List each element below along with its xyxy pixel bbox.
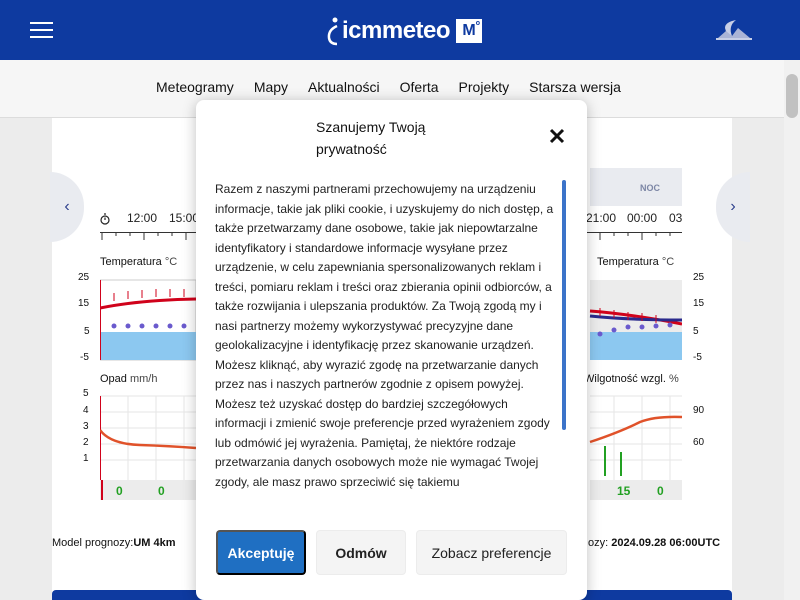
time-label: 12:00 (127, 211, 158, 225)
precip-sum: 0 (116, 484, 123, 498)
page-scrollbar-thumb[interactable] (786, 74, 798, 118)
temp-tick: 5 (693, 326, 699, 337)
precip-sum: 15 (617, 484, 631, 498)
chevron-right-icon: › (730, 198, 736, 215)
model-info: Model prognozy:UM 4km (52, 537, 176, 549)
precip-tick: 4 (83, 405, 89, 416)
temp-tick: 15 (78, 298, 90, 309)
logo-mark-icon (327, 17, 338, 46)
preferences-button[interactable]: Zobacz preferencje (416, 530, 567, 575)
temp-tick: 15 (693, 298, 705, 309)
close-icon[interactable] (547, 126, 567, 146)
night-label: NOC (640, 183, 660, 193)
temp-tick: -5 (80, 352, 89, 363)
temp-tick: 5 (84, 326, 90, 337)
precip-sum: 0 (657, 484, 664, 498)
modal-body-text: Razem z naszymi partnerami przechowujemy… (215, 182, 554, 489)
time-label: 00:00 (627, 211, 658, 225)
nav-item-starsza-wersja[interactable]: Starsza wersja (529, 79, 621, 95)
modal-title: Szanujemy Twoją prywatność (316, 119, 426, 157)
hamburger-icon[interactable] (30, 22, 53, 38)
meteogram: NOC 12:00 15:00 21:00 00:00 03 (78, 168, 704, 503)
precip-sum: 0 (158, 484, 165, 498)
accept-button[interactable]: Akceptuję (216, 530, 306, 575)
precip-title: Opad mm/h (100, 373, 158, 385)
humidity-tick: 60 (693, 437, 705, 448)
moon-mountain-icon[interactable] (716, 18, 752, 42)
precip-tick: 1 (83, 453, 89, 464)
temperature-title: Temperatura °C (100, 256, 178, 268)
temp-tick: 25 (78, 272, 90, 283)
clock-icon (100, 213, 110, 225)
time-label: 15:00 (169, 211, 200, 225)
temp-tick: -5 (693, 352, 702, 363)
time-label: 03 (669, 211, 683, 225)
deny-button[interactable]: Odmów (316, 530, 406, 575)
precip-tick: 2 (83, 437, 89, 448)
night-band (590, 168, 682, 206)
temperature-title-right: Temperatura °C (597, 256, 675, 268)
modal-scrollbar[interactable] (562, 180, 566, 430)
meteogram-plot (100, 232, 682, 500)
humidity-title: Wilgotność wzgl. % (584, 373, 679, 385)
page-scrollbar[interactable] (784, 60, 800, 600)
nav-item-projekty[interactable]: Projekty (458, 79, 510, 95)
forecast-date: ozy: 2024.09.28 06:00UTC (588, 537, 721, 549)
nav-item-aktualnosci[interactable]: Aktualności (308, 79, 380, 95)
consent-modal: Szanujemy Twoją prywatność Razem z naszy… (196, 100, 587, 600)
nav-item-meteogramy[interactable]: Meteogramy (156, 79, 234, 95)
chevron-left-icon: ‹ (64, 198, 70, 215)
logo-text: icmmeteo (342, 17, 451, 44)
nav-item-mapy[interactable]: Mapy (253, 79, 289, 95)
humidity-tick: 90 (693, 405, 705, 416)
precip-tick: 5 (83, 388, 89, 399)
temp-tick: 25 (693, 272, 705, 283)
nav-item-oferta[interactable]: Oferta (399, 79, 439, 95)
precip-tick: 3 (83, 421, 89, 432)
time-label: 21:00 (586, 211, 617, 225)
